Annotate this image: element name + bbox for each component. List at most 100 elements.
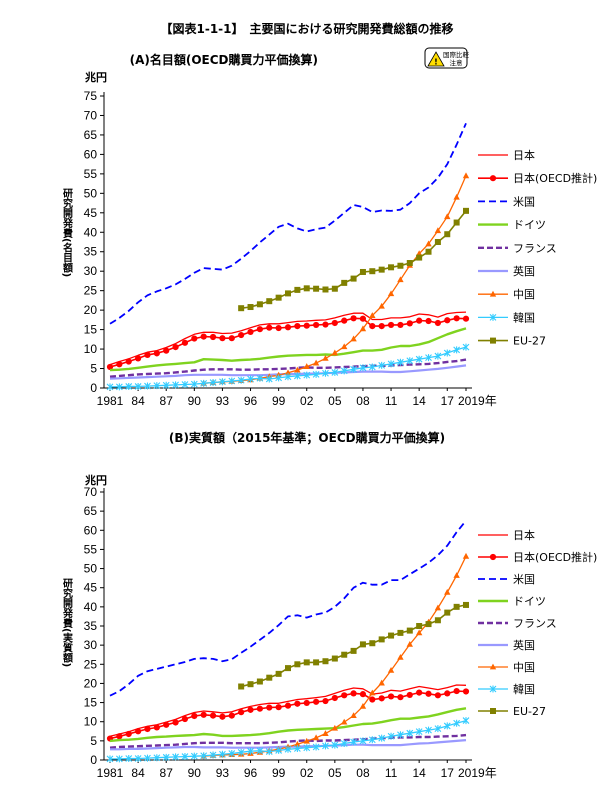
data-point-china [462, 172, 470, 179]
data-point-eu27 [350, 275, 357, 282]
legend-marker [490, 708, 496, 714]
data-point-eu27 [425, 248, 432, 255]
data-point-eu27 [294, 286, 301, 293]
data-point-korea [247, 747, 254, 755]
data-point-china [312, 359, 320, 366]
data-point-japan_oecd [247, 706, 254, 713]
x-tick-label: 17 [441, 766, 455, 780]
data-point-korea [331, 741, 339, 749]
y-tick-label: 30 [84, 638, 98, 652]
legend-marker [489, 553, 497, 561]
y-tick-label: 65 [84, 504, 98, 518]
y-tick-label: 55 [84, 167, 98, 181]
data-point-korea [415, 728, 423, 736]
series-line-france [109, 358, 467, 378]
data-point-korea [434, 352, 442, 360]
series-line-korea [110, 346, 467, 388]
y-tick-label: 0 [90, 381, 97, 395]
data-point-korea [406, 357, 414, 365]
data-point-korea [237, 376, 245, 384]
data-point-eu27 [331, 655, 338, 662]
x-tick-label: 84 [131, 766, 145, 780]
y-tick-label: 40 [84, 600, 98, 614]
legend-label: フランス [513, 242, 557, 255]
legend-item-japan_oecd: 日本(OECD推計) [478, 550, 597, 564]
data-point-korea [265, 748, 273, 756]
data-point-china [378, 302, 385, 309]
y-tick-label: 65 [84, 128, 98, 142]
data-point-eu27 [453, 603, 460, 610]
legend-item-usa: 米国 [478, 573, 535, 586]
data-point-japan_oecd [200, 333, 207, 340]
data-point-china [350, 335, 357, 342]
data-point-korea [144, 382, 151, 390]
data-point-japan_oecd [219, 335, 226, 342]
data-point-korea [425, 354, 432, 362]
legend-label: 米国 [513, 195, 535, 208]
data-point-eu27 [388, 632, 395, 639]
chart-b-title: (B)実質額（2015年基準；OECD購買力平価換算) [169, 430, 445, 445]
data-point-korea [209, 379, 217, 387]
data-point-eu27 [285, 665, 291, 672]
data-point-japan_oecd [247, 328, 254, 336]
legend-label: 英国 [513, 264, 535, 278]
legend-item-korea: 韓国 [478, 683, 535, 696]
data-point-japan_oecd [256, 326, 263, 333]
data-point-korea [284, 373, 292, 381]
legend-item-france: フランス [478, 617, 557, 630]
x-tick-label: 05 [328, 394, 342, 408]
legend-label: 中国 [513, 288, 535, 301]
x-tick-label: 96 [244, 766, 258, 780]
data-point-korea [368, 363, 376, 371]
legend-label: フランス [513, 617, 557, 630]
caution-badge-line1: 国際比較 [443, 50, 470, 59]
x-tick-label: 14 [412, 766, 426, 780]
data-point-eu27 [359, 268, 366, 275]
data-point-japan_oecd [125, 730, 132, 738]
legend-marker [489, 663, 497, 670]
legend-marker [490, 337, 496, 344]
data-point-korea [134, 382, 142, 390]
legend-label: ドイツ [513, 595, 546, 608]
data-point-korea [181, 753, 189, 761]
chart-panel-b: (B)実質額（2015年基準；OECD購買力平価換算) 兆円 051015202… [61, 430, 598, 780]
data-point-korea [415, 355, 423, 363]
data-point-china [331, 349, 339, 356]
series-france [109, 733, 467, 749]
series-line-japan [109, 311, 467, 366]
data-point-korea [397, 731, 404, 739]
legend-item-japan_oecd: 日本(OECD推計) [478, 171, 597, 185]
legend-label: 日本 [513, 528, 535, 542]
data-point-eu27 [416, 623, 423, 629]
series-line-usa [109, 122, 467, 325]
data-point-china [341, 718, 348, 725]
y-tick-label: 10 [84, 342, 98, 356]
data-point-eu27 [266, 674, 273, 681]
x-tick-label: 02 [300, 394, 314, 408]
data-point-japan_oecd [116, 361, 123, 368]
data-point-china [350, 712, 357, 718]
x-tick-label: 2019年 [458, 766, 497, 780]
data-point-japan_oecd [294, 322, 301, 330]
y-tick-label: 45 [84, 206, 98, 220]
international-comparison-caution-badge: ! 国際比較 注意 [424, 47, 470, 69]
data-point-japan_oecd [387, 321, 395, 329]
legend-marker [489, 175, 497, 182]
data-point-eu27 [247, 681, 254, 688]
y-tick-label: 40 [84, 225, 98, 239]
data-point-japan_oecd [434, 692, 441, 699]
y-tick-label: 60 [84, 147, 98, 161]
data-point-japan_oecd [369, 322, 376, 330]
series-line-germany [109, 707, 467, 743]
data-point-korea [200, 752, 208, 760]
data-point-japan_oecd [191, 712, 198, 720]
data-point-japan_oecd [322, 697, 329, 705]
y-tick-label: 45 [84, 581, 98, 595]
y-tick-label: 0 [90, 753, 97, 767]
data-point-korea [181, 380, 189, 388]
data-point-china [434, 227, 442, 234]
data-point-eu27 [388, 264, 395, 271]
data-point-korea [322, 742, 329, 750]
data-point-korea [350, 365, 357, 373]
data-point-japan_oecd [397, 694, 404, 701]
